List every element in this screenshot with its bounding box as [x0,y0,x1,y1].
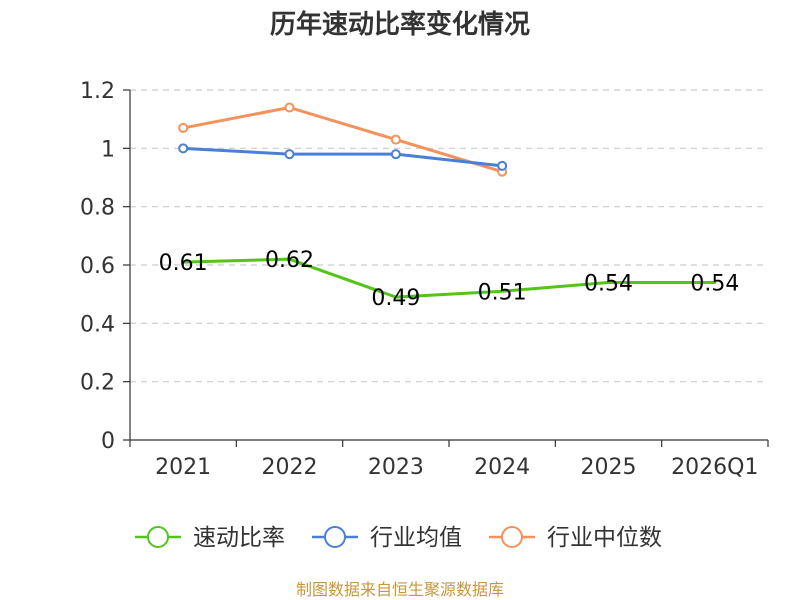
y-tick-label: 0.6 [80,254,115,279]
x-tick-label: 2023 [368,455,424,480]
series-layer [178,102,717,299]
data-point[interactable] [390,134,401,145]
data-point[interactable] [390,149,401,160]
y-tick-label: 1.2 [80,79,115,104]
series-line-1 [181,146,504,168]
data-label: 0.61 [159,251,208,276]
y-tick-label: 0.2 [80,371,115,396]
data-point[interactable] [178,143,189,154]
legend-swatch-marker [147,526,169,548]
data-label: 0.49 [371,286,420,311]
data-labels: 0.61 0.62 0.49 0.51 0.54 0.54 [159,248,740,311]
series-line-2 [181,106,504,174]
y-tick-label: 0 [101,429,115,454]
y-tick-label: 0.8 [80,196,115,221]
grid-lines [130,89,768,383]
data-point[interactable] [284,149,295,160]
x-tick-label: 2024 [474,455,530,480]
legend-label: 行业均值 [370,525,462,551]
legend-item-0[interactable]: 速动比率 [135,525,285,551]
x-tick-label: 2021 [155,455,211,480]
legend-item-1[interactable]: 行业均值 [312,525,462,551]
data-label: 0.62 [265,248,314,273]
x-tick-label: 2025 [581,455,637,480]
series-line-0 [181,257,717,299]
x-tick-label: 2026Q1 [671,455,758,480]
legend-item-2[interactable]: 行业中位数 [489,525,662,551]
data-point[interactable] [497,160,508,171]
legend-label: 行业中位数 [547,525,662,551]
y-tick-label: 1 [101,137,115,162]
data-label: 0.51 [478,280,527,305]
chart-title: 历年速动比率变化情况 [270,9,530,40]
y-tick-label: 0.4 [80,312,115,337]
legend[interactable]: 速动比率 行业均值 行业中位数 [135,525,662,551]
data-point[interactable] [284,102,295,113]
data-point[interactable] [178,122,189,133]
legend-swatch-marker [324,526,346,548]
legend-label: 速动比率 [193,525,285,551]
x-tick-label: 2022 [262,455,318,480]
legend-swatch-marker [501,526,523,548]
data-label: 0.54 [690,272,739,297]
data-label: 0.54 [584,272,633,297]
axes: 0 0.2 0.4 0.6 0.8 1 1.2 2021 2022 2023 2024 2025 202… [80,79,769,480]
source-note: 制图数据来自恒生聚源数据库 [296,580,504,599]
